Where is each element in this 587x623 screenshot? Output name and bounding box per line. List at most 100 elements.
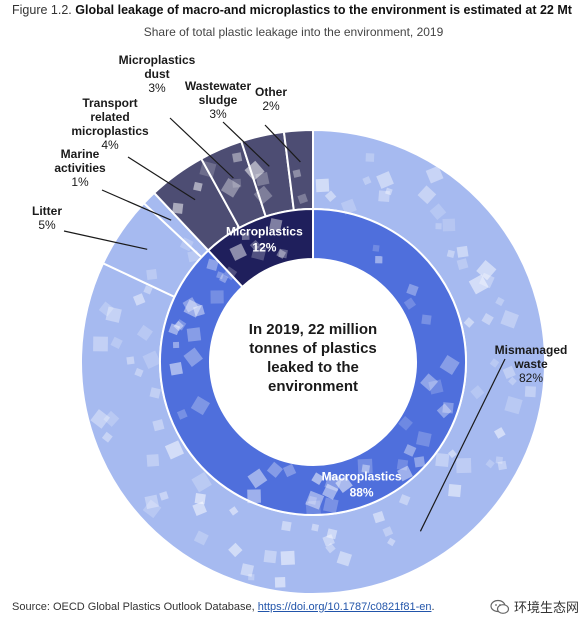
confetti-square (421, 314, 432, 325)
confetti-square (164, 440, 185, 460)
confetti-square (442, 402, 454, 414)
confetti-square (463, 317, 475, 328)
confetti-square (413, 456, 426, 468)
confetti-square (416, 431, 432, 447)
confetti-square (219, 273, 229, 284)
confetti-square (372, 244, 380, 252)
confetti-square (159, 491, 169, 501)
confetti-square (105, 306, 122, 323)
confetti-square (362, 176, 372, 186)
confetti-square (191, 471, 212, 493)
confetti-square (489, 358, 500, 368)
outer-label-other: Other (255, 85, 287, 99)
confetti-square (361, 464, 371, 473)
source-link[interactable]: https://doi.org/10.1787/c0821f81-en (257, 601, 432, 613)
confetti-square (244, 160, 265, 181)
source-prefix: Source: OECD Global Plastics Outlook Dat… (12, 601, 258, 613)
confetti-square (132, 293, 146, 306)
confetti-square (429, 203, 447, 220)
inner-label-microplastics: Microplastics (226, 224, 303, 238)
confetti-square (280, 550, 295, 566)
confetti-square (110, 336, 123, 349)
confetti-square (199, 160, 217, 178)
confetti-square (134, 367, 144, 378)
confetti-square (278, 248, 288, 259)
outer-label-mismanaged-waste: Mismanaged (495, 343, 568, 357)
confetti-square (142, 499, 162, 519)
watermark: 环境生态网 (490, 597, 579, 616)
confetti-square (179, 237, 194, 252)
outer-label-marine-activities: activities (54, 161, 106, 175)
confetti-square (324, 190, 337, 202)
confetti-square (282, 463, 297, 478)
center-text-line: environment (268, 378, 358, 395)
confetti-square (193, 304, 205, 317)
confetti-square (485, 459, 495, 469)
inner-ring (159, 207, 467, 516)
confetti-square (281, 520, 292, 532)
confetti-square (398, 415, 413, 431)
confetti-square (470, 385, 485, 400)
figure-title: Figure 1.2. Global leakage of macro-and … (12, 3, 582, 17)
confetti-square (266, 461, 283, 478)
confetti-square (446, 249, 455, 258)
confetti-square (500, 310, 519, 329)
outer-value-transport-related-microplastics: 4% (101, 138, 119, 152)
confetti-square (322, 534, 335, 547)
confetti-square (375, 256, 383, 264)
confetti-square (229, 243, 247, 261)
outer-value-wastewater-sludge: 3% (209, 107, 227, 121)
outer-label-microplastics-dust: dust (144, 67, 169, 81)
confetti-square (376, 171, 394, 189)
confetti-square (397, 465, 413, 482)
confetti-square (190, 395, 211, 416)
outer-label-transport-related-microplastics: microplastics (71, 124, 149, 138)
figure-number: Figure 1.2. (12, 3, 72, 17)
confetti-square (274, 576, 286, 588)
confetti-square (340, 198, 357, 215)
confetti-square (322, 483, 339, 500)
leader-line-mismanaged-waste (419, 358, 506, 532)
confetti-square (210, 290, 224, 304)
confetti-square (292, 169, 302, 178)
confetti-square (229, 506, 239, 516)
confetti-square (403, 444, 417, 457)
confetti-square (149, 387, 161, 399)
confetti-square (247, 468, 268, 489)
confetti-square (396, 459, 409, 471)
confetti-square (315, 178, 330, 193)
confetti-square (228, 542, 243, 558)
confetti-square (439, 354, 460, 375)
confetti-square (326, 528, 338, 540)
outer-value-litter: 5% (38, 218, 56, 232)
outer-label-wastewater-sludge: Wastewater (185, 79, 252, 93)
confetti-square (143, 285, 153, 295)
confetti-square (425, 165, 444, 184)
outer-label-microplastics-dust: Microplastics (119, 53, 196, 67)
confetti-square (136, 324, 153, 341)
confetti-square (406, 283, 419, 297)
confetti-square (495, 296, 505, 307)
center-text: In 2019, 22 million tonnes of plastics lea… (249, 321, 377, 395)
confetti-square (435, 452, 450, 468)
confetti-square (502, 365, 516, 380)
confetti-square (186, 327, 202, 342)
leader-line-wastewater-sludge (222, 121, 270, 167)
confetti-square (192, 501, 207, 516)
confetti-square (524, 386, 537, 398)
confetti-square (468, 274, 489, 295)
outer-label-marine-activities: Marine (61, 147, 100, 161)
confetti-square (249, 239, 261, 251)
confetti-square (497, 460, 507, 471)
confetti-square (174, 319, 187, 331)
confetti-square (240, 563, 255, 577)
confetti-square (365, 153, 375, 162)
confetti-square (232, 152, 243, 163)
leader-line-litter (63, 230, 148, 250)
confetti-square (126, 356, 135, 365)
confetti-square (216, 271, 225, 280)
confetti-square (146, 268, 158, 280)
confetti-square (420, 373, 439, 392)
inner-value-macroplastics: 88% (350, 486, 374, 500)
confetti-square (172, 202, 184, 214)
